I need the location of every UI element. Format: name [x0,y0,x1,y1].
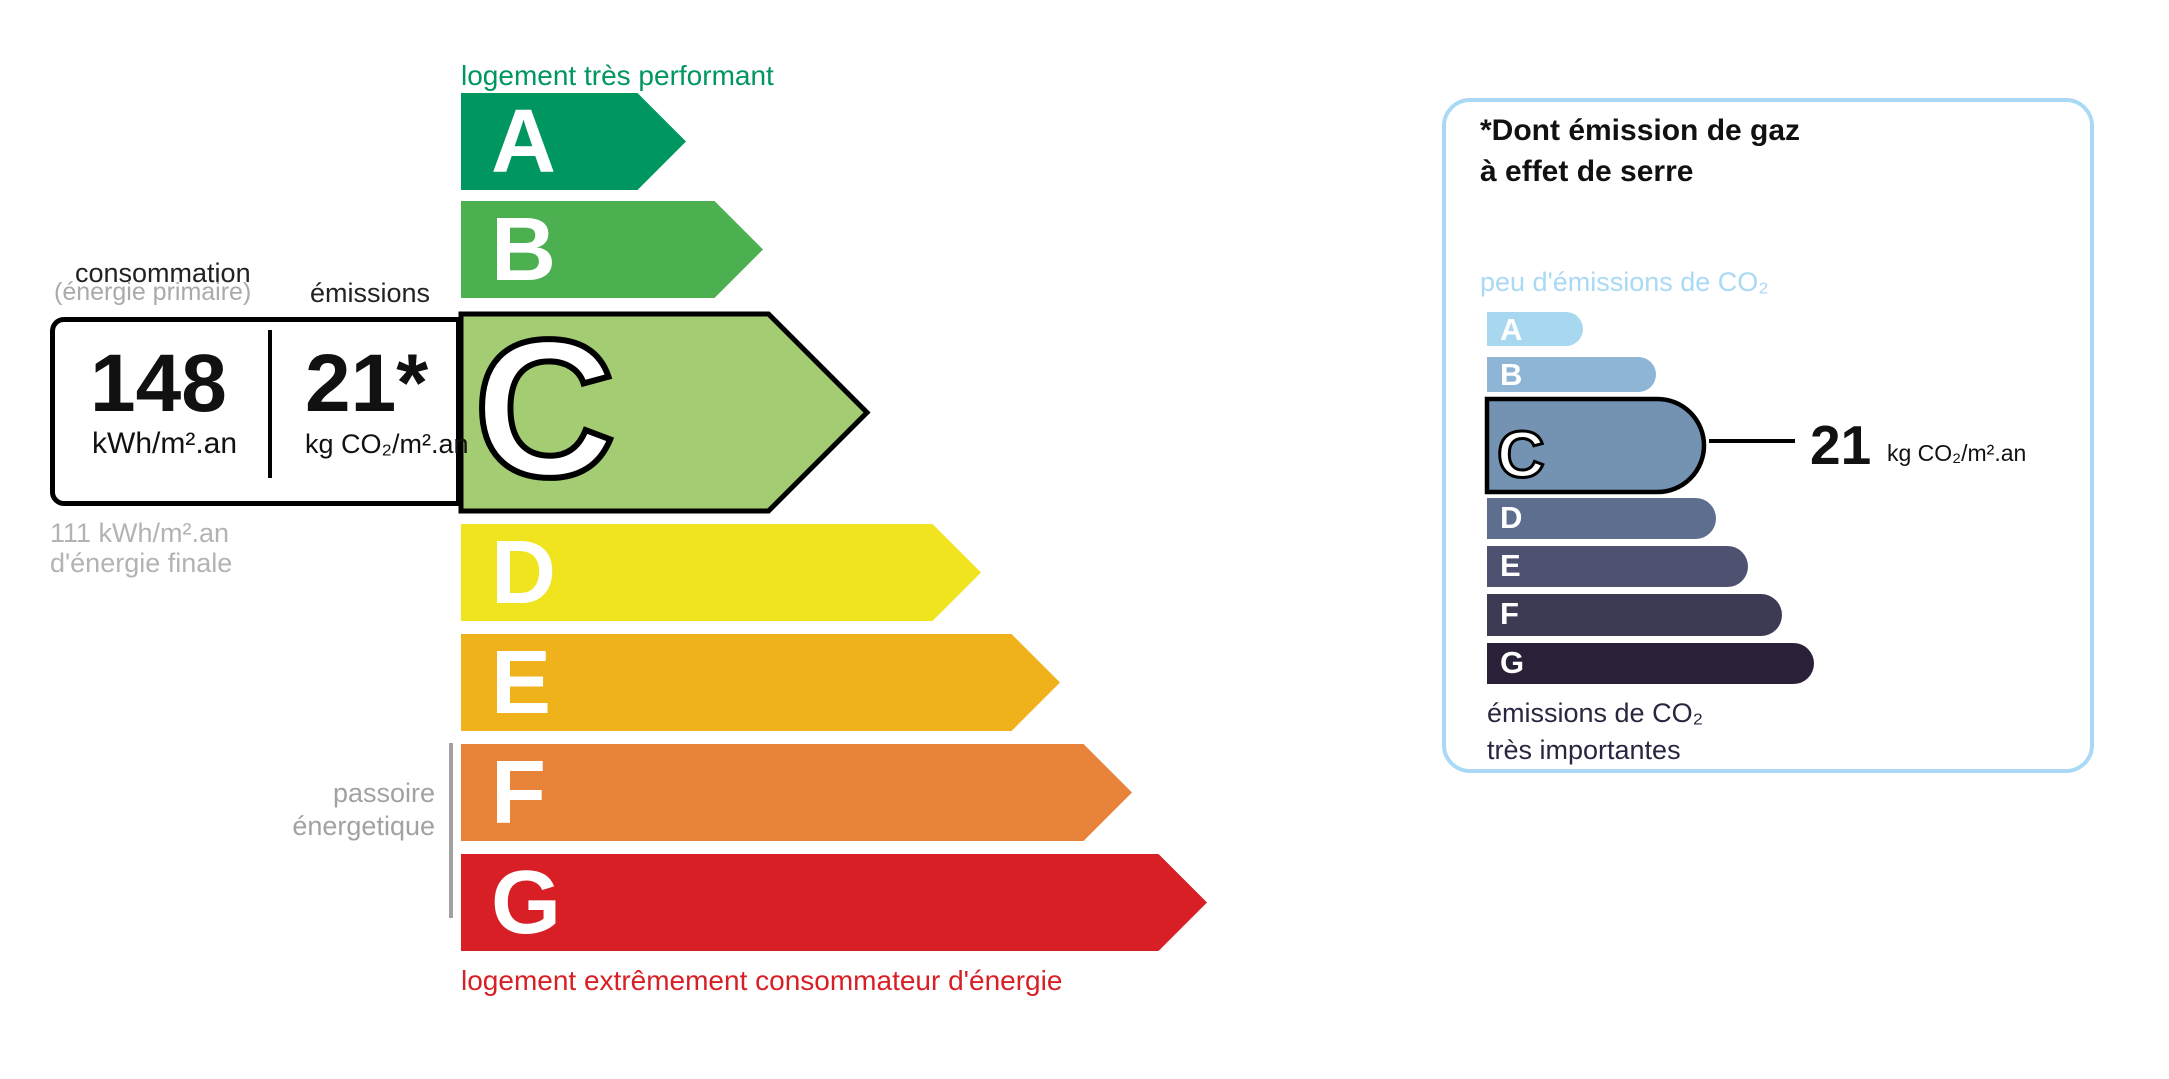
svg-text:D: D [1500,500,1522,535]
svg-text:E: E [1500,548,1521,583]
svg-text:B: B [1500,357,1522,392]
svg-text:F: F [1500,596,1519,631]
svg-text:G: G [1500,645,1524,680]
svg-text:C: C [1497,417,1545,491]
svg-text:A: A [1500,312,1522,347]
